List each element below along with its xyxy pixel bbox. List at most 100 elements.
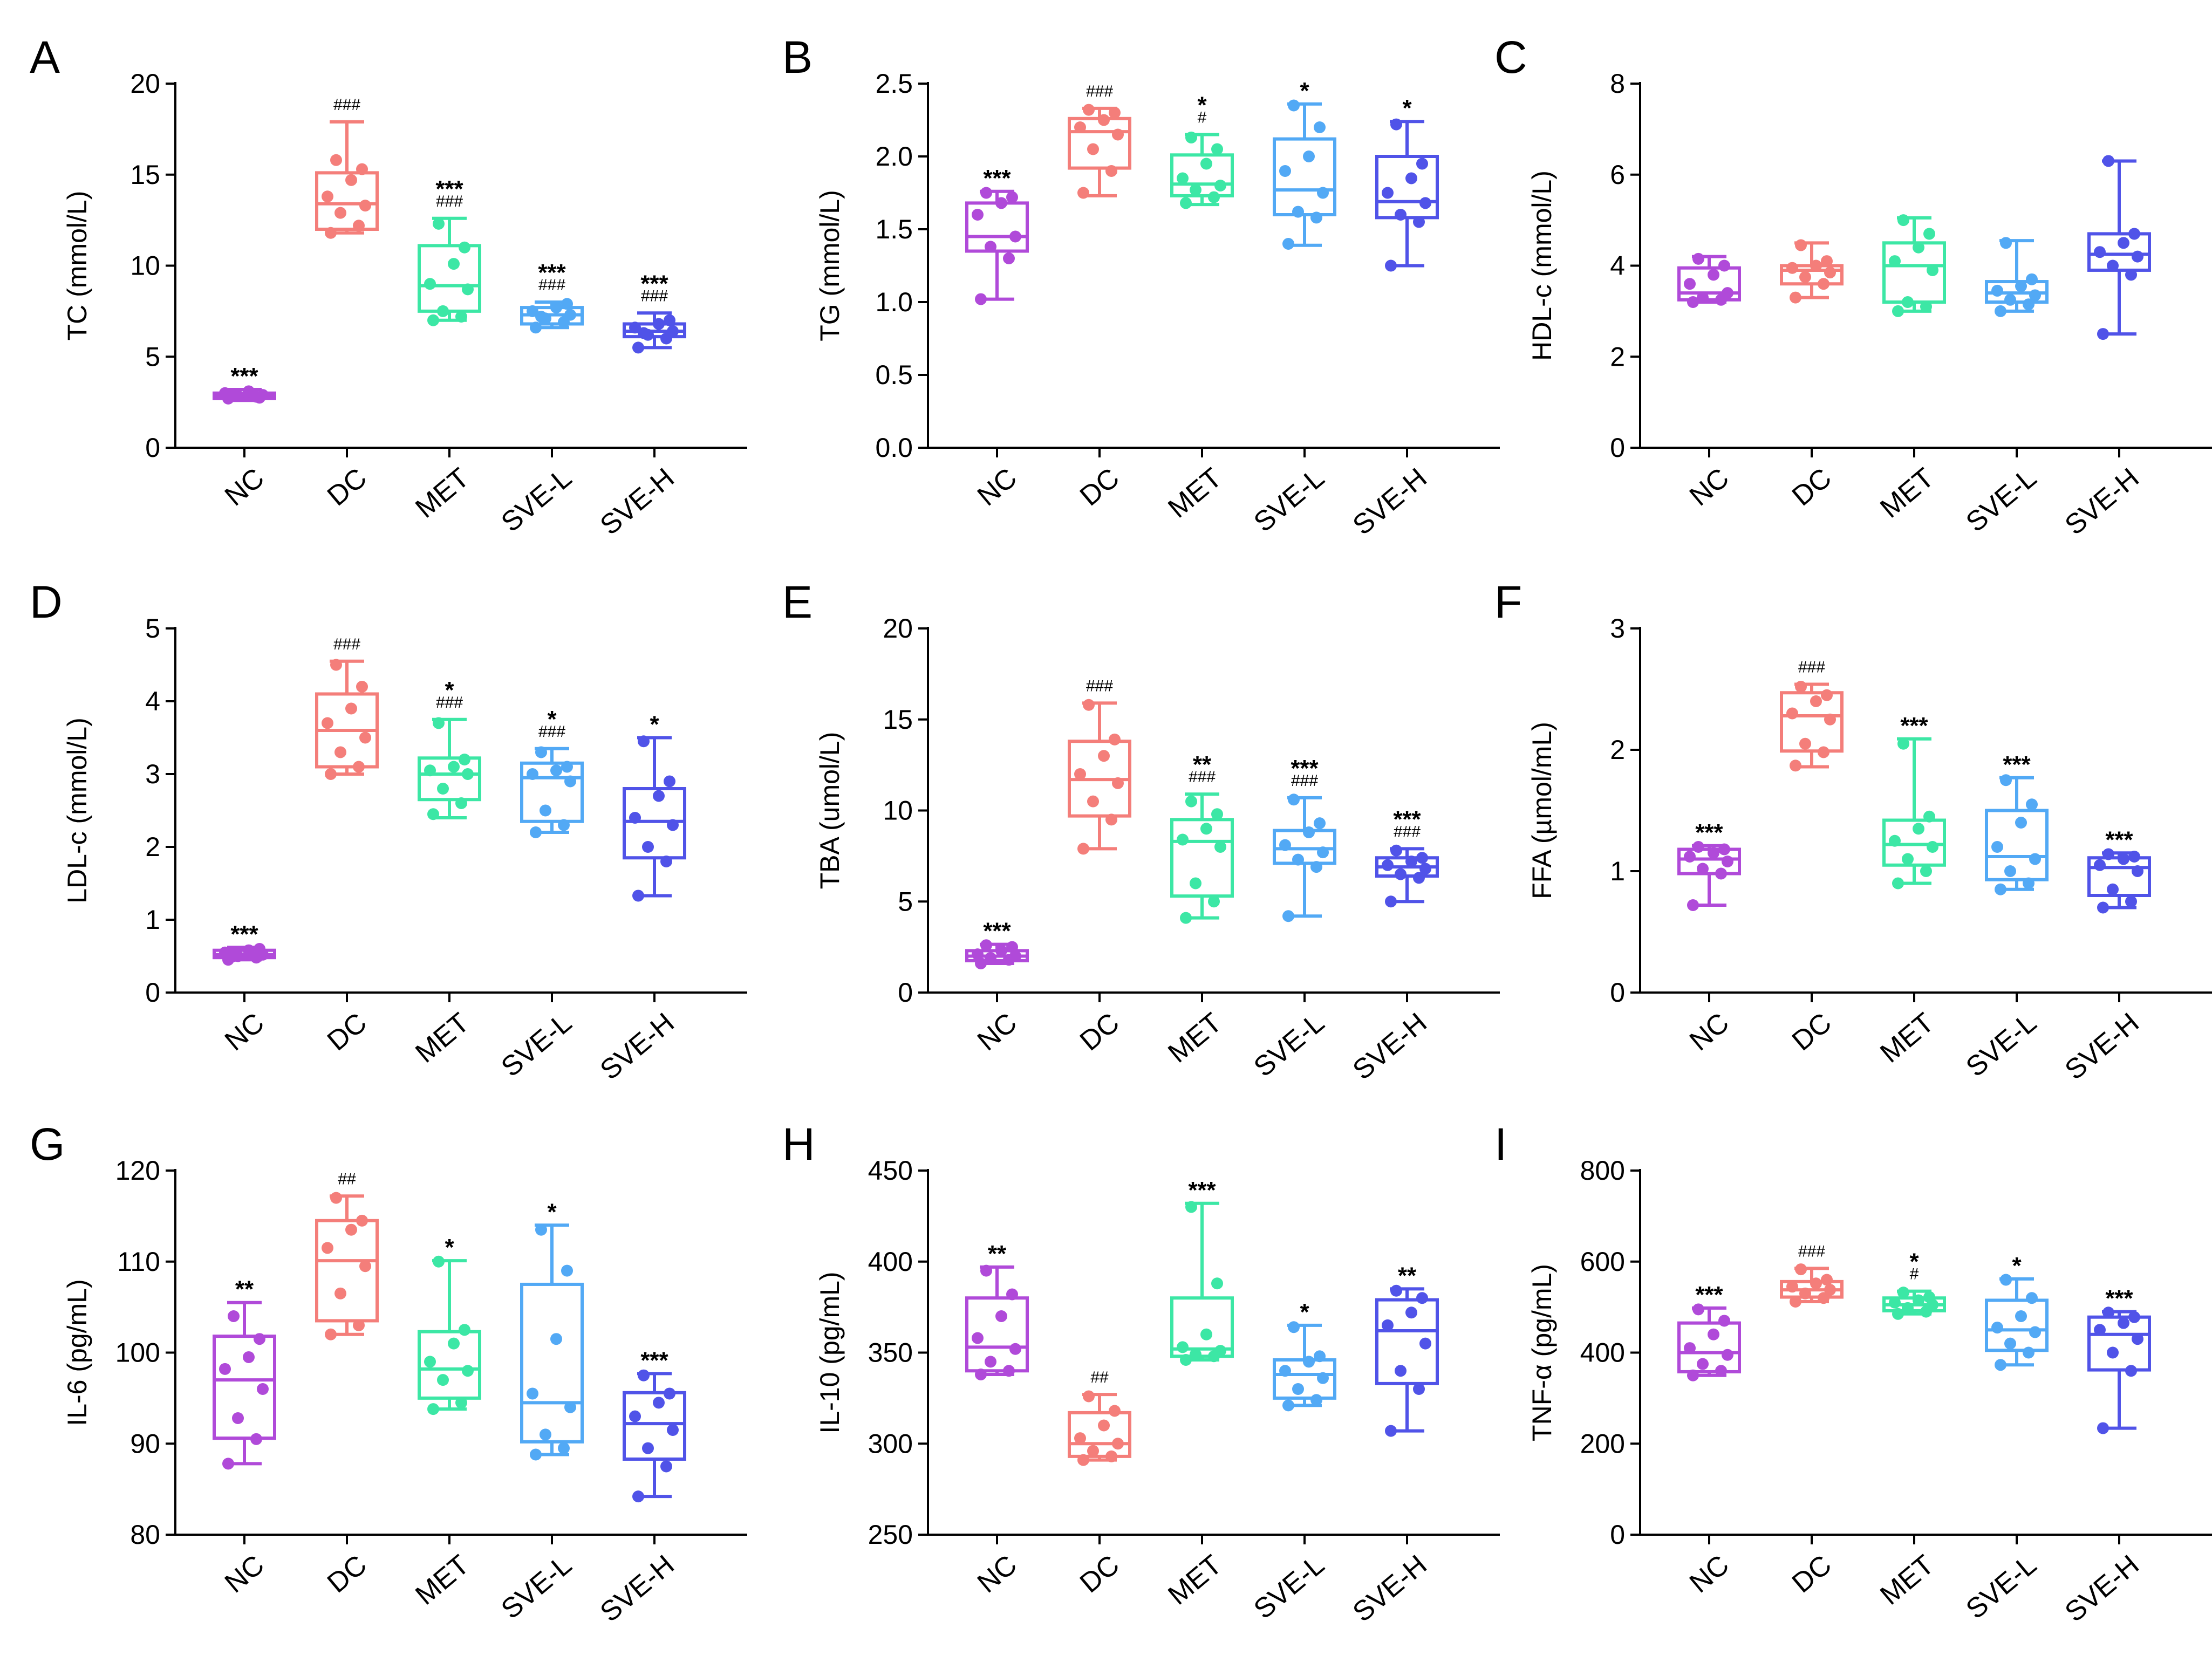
data-point [1718, 259, 1730, 272]
significance-marker: * [650, 712, 659, 738]
box-met: MET #* [1162, 92, 1234, 524]
data-point [1385, 1425, 1397, 1437]
data-point [2102, 1306, 2114, 1319]
data-point [638, 327, 650, 339]
y-tick-label: 2.5 [875, 69, 913, 99]
data-point [1310, 211, 1322, 224]
category-label-dc: DC [322, 1007, 373, 1057]
data-point [527, 1387, 538, 1400]
data-point [459, 754, 470, 765]
data-point [1105, 165, 1117, 177]
data-point [2125, 895, 2137, 908]
box-met: MET [1874, 214, 1946, 524]
data-point [1799, 271, 1811, 283]
data-point [345, 1223, 357, 1236]
hash-marker: ### [1189, 768, 1216, 786]
category-label-met: MET [1162, 1549, 1227, 1611]
data-point [1818, 746, 1829, 758]
y-axis-title: IL-6 (pg/mL) [62, 1279, 92, 1426]
data-point [1395, 1365, 1407, 1377]
significance-marker: *** [230, 363, 258, 389]
y-tick-label: 3 [1610, 613, 1625, 644]
data-point [1810, 1277, 1822, 1290]
data-point [427, 314, 439, 326]
box-dc: DC ### [1068, 677, 1131, 1057]
hash-marker: ### [1394, 823, 1421, 840]
data-point [1074, 1432, 1086, 1445]
data-point [1790, 760, 1801, 772]
significance-marker: * [547, 706, 557, 733]
significance-marker: ** [1193, 751, 1212, 778]
data-point [243, 385, 255, 398]
y-tick-label: 5 [898, 886, 913, 916]
category-label-nc: NC [1684, 462, 1735, 512]
data-point [530, 1448, 542, 1461]
data-point [2023, 298, 2035, 311]
box-sve-h: SVE-H * [595, 712, 686, 1086]
data-point [1419, 197, 1431, 209]
y-tick-label: 400 [868, 1247, 913, 1277]
data-point [433, 217, 445, 230]
data-point [1395, 209, 1407, 221]
box-nc: NC *** [965, 165, 1029, 512]
data-point [642, 841, 654, 853]
data-point [1105, 813, 1117, 826]
box-nc: NC ** [213, 1276, 276, 1599]
y-tick-label: 0.0 [875, 433, 913, 463]
hash-marker: ### [1086, 83, 1113, 100]
data-point [1208, 191, 1220, 203]
data-point [1077, 1454, 1089, 1466]
data-point [653, 1397, 665, 1409]
data-point [1708, 1328, 1719, 1340]
data-point [353, 220, 365, 232]
significance-marker: *** [1188, 1177, 1216, 1203]
data-point [995, 945, 1007, 957]
data-point [334, 746, 346, 758]
data-point [1074, 768, 1086, 780]
data-point [1799, 1287, 1811, 1299]
data-point [629, 812, 641, 824]
data-point [1405, 172, 1417, 184]
data-point [1087, 1445, 1099, 1457]
data-point [985, 241, 996, 253]
hash-marker: ### [1798, 1242, 1825, 1260]
significance-marker: * [445, 1234, 454, 1261]
data-point [642, 1442, 654, 1454]
data-point [1419, 1337, 1431, 1350]
data-point [2015, 1310, 2027, 1322]
data-point [527, 305, 538, 317]
data-point [1795, 681, 1807, 693]
data-point [1177, 172, 1189, 184]
significance-marker: *** [538, 259, 566, 286]
data-point [1722, 287, 1733, 299]
category-label-nc: NC [972, 462, 1023, 512]
box-nc: NC *** [1677, 1282, 1741, 1599]
data-point [972, 1332, 984, 1344]
hash-marker: ## [338, 1170, 356, 1188]
data-point [1818, 278, 1829, 290]
iqr-box [965, 1296, 1029, 1373]
y-tick-label: 600 [1580, 1247, 1625, 1277]
data-point [2132, 1333, 2143, 1345]
hash-marker: ## [1090, 1369, 1109, 1386]
panel-letter-f: F [1494, 577, 1522, 627]
category-label-sve-h: SVE-H [595, 1007, 680, 1086]
y-tick-label: 15 [130, 160, 160, 190]
data-point [550, 1333, 562, 1345]
data-point [1697, 1358, 1709, 1370]
data-point [980, 939, 992, 952]
category-label-sve-l: SVE-L [1960, 1007, 2042, 1083]
data-point [2000, 1274, 2012, 1286]
data-point [1821, 689, 1833, 701]
hash-marker: ### [641, 287, 668, 305]
data-point [2125, 1365, 2137, 1377]
data-point [2029, 853, 2041, 865]
data-point [1214, 1345, 1226, 1357]
data-point [629, 1410, 641, 1422]
data-point [1382, 187, 1394, 199]
box-met: MET ###** [1162, 751, 1234, 1069]
category-label-sve-h: SVE-H [2059, 462, 2145, 542]
y-tick-label: 10 [130, 251, 160, 281]
data-point [1708, 269, 1719, 281]
data-point [2097, 1422, 2109, 1434]
